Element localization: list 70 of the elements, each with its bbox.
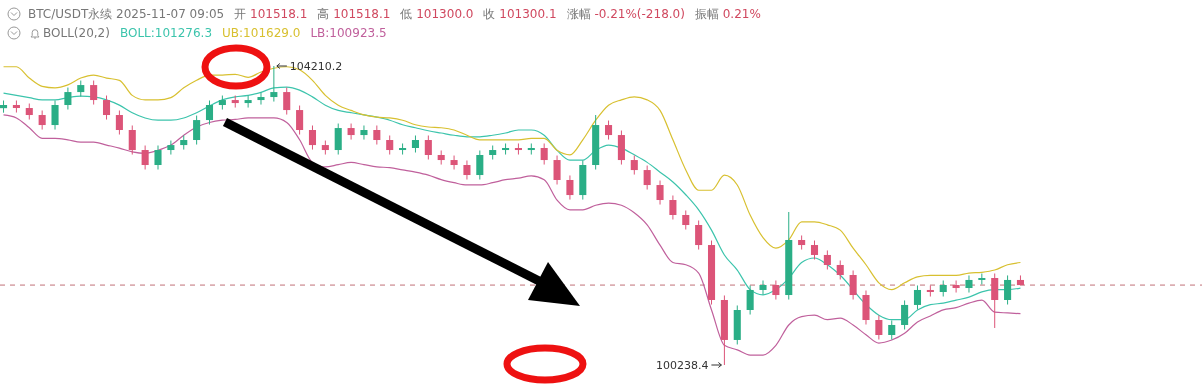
- candlestick: [296, 105, 304, 136]
- candlestick: [566, 174, 574, 201]
- candlestick: [605, 120, 613, 141]
- candlestick: [682, 209, 690, 231]
- candlestick: [772, 279, 780, 301]
- candlestick: [810, 240, 819, 260]
- candlestick: [991, 272, 999, 329]
- candlestick: [193, 115, 201, 146]
- candlestick: [38, 110, 46, 131]
- candlestick: [1004, 274, 1012, 305]
- candlestick: [115, 110, 123, 136]
- text: 涨幅 -0.21%(-218.0): [566, 7, 685, 21]
- candlestick: [102, 95, 111, 121]
- candlestick: [901, 299, 909, 330]
- candlestick: [553, 155, 561, 186]
- candlestick: [128, 124, 136, 156]
- text: 收 101300.1: [483, 7, 557, 21]
- annotation: 100238.4: [655, 359, 709, 372]
- candlestick: [347, 123, 355, 141]
- candlestick: [888, 319, 896, 341]
- candlestick: [399, 142, 407, 156]
- candlestick: [64, 87, 72, 111]
- candlestick: [926, 284, 934, 298]
- candlestick: [360, 124, 368, 141]
- candlestick: [450, 155, 458, 171]
- candlestick: [952, 279, 960, 294]
- candlestick: [205, 99, 214, 126]
- candlestick: [630, 155, 638, 176]
- candlestick: [334, 123, 342, 156]
- candlestick: [875, 315, 883, 341]
- candlestick: [283, 87, 291, 116]
- candlestick: [141, 145, 149, 171]
- candlestick: [527, 142, 535, 156]
- candlestick: [849, 269, 857, 301]
- text: 振幅 0.21%: [694, 7, 761, 21]
- candlestick: [502, 142, 510, 156]
- text: 低 101300.0: [400, 7, 474, 21]
- candlestick: [669, 195, 677, 221]
- candlestick: [244, 95, 252, 109]
- text: BOLL(20,2): [43, 26, 110, 40]
- candlestick: [476, 149, 484, 181]
- candlestick: [308, 124, 317, 151]
- text: BOLL:101276.3: [119, 26, 213, 40]
- candlestick: [836, 259, 844, 281]
- candlestick: [514, 142, 522, 156]
- candlestick: [759, 279, 767, 295]
- text: 高 101518.1: [317, 7, 391, 21]
- candlestick: [463, 159, 471, 181]
- candlestick: [386, 135, 394, 156]
- candlestick: [424, 135, 432, 161]
- candlestick: [823, 249, 831, 270]
- annotation: 104210.2: [289, 60, 343, 73]
- candlestick: [643, 165, 651, 191]
- candlestick: [167, 140, 175, 156]
- candlestick: [270, 65, 278, 103]
- candlestick: [913, 284, 922, 310]
- candlestick: [965, 274, 973, 294]
- text: 开 101518.1: [234, 7, 308, 21]
- candlestick: [695, 219, 703, 251]
- text: UB:101629.0: [222, 26, 301, 40]
- candlestick: [90, 80, 98, 106]
- candlestick: [540, 142, 548, 166]
- text: LB:100923.5: [310, 26, 387, 40]
- candlestick: [373, 124, 381, 146]
- candlestick: [51, 99, 59, 131]
- text: BTC/USDT永续 2025-11-07 09:05: [28, 7, 225, 21]
- candlestick: [154, 145, 162, 171]
- candlestick: [257, 92, 265, 106]
- candlestick: [656, 180, 664, 206]
- candlestick: [746, 284, 754, 316]
